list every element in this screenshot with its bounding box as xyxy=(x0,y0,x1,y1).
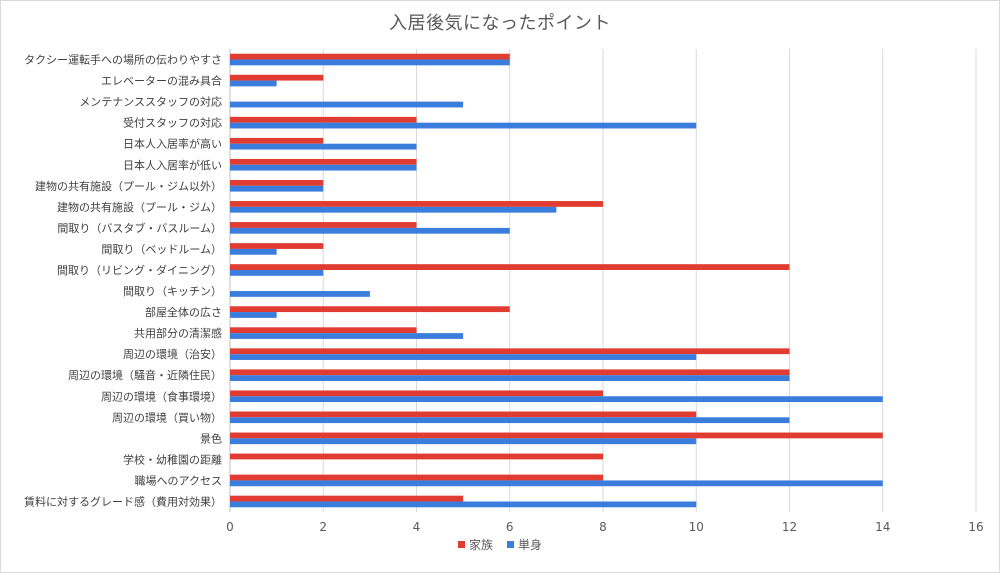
x-tick-label: 4 xyxy=(413,520,421,534)
bar-single xyxy=(230,164,417,171)
bar-family xyxy=(230,306,510,313)
bar-single xyxy=(230,248,277,255)
x-tick-label: 16 xyxy=(968,520,983,534)
bar-family xyxy=(230,137,324,144)
bar-single xyxy=(230,101,464,108)
legend-item-family: 家族 xyxy=(457,536,493,553)
bar-single xyxy=(230,143,417,150)
bar-family xyxy=(230,243,324,249)
category-label: 建物の共有施設（プール・ジム以外） xyxy=(35,179,222,193)
x-tick-label: 0 xyxy=(226,520,234,534)
category-label: 周辺の環境（騒音・近隣住民） xyxy=(68,368,222,382)
category-label: 周辺の環境（買い物） xyxy=(112,410,222,424)
legend-swatch-family xyxy=(457,541,465,548)
x-tick-label: 10 xyxy=(689,520,704,534)
bar-single xyxy=(230,122,697,129)
x-tick-label: 2 xyxy=(319,520,327,534)
bar-family xyxy=(230,495,464,502)
x-tick-label: 6 xyxy=(506,520,514,534)
bar-single xyxy=(230,354,697,360)
category-label: 間取り（バスタブ・バスルーム） xyxy=(57,221,222,235)
bar-family xyxy=(230,411,697,418)
category-label: 景色 xyxy=(200,431,222,445)
legend-item-single: 単身 xyxy=(507,536,542,553)
category-label: 受付スタッフの対応 xyxy=(123,116,222,130)
x-tick-label: 8 xyxy=(599,520,607,534)
bar-family xyxy=(230,179,324,186)
category-label: 共用部分の清潔感 xyxy=(134,326,222,340)
bar-family xyxy=(230,74,324,81)
bar-single xyxy=(230,59,510,66)
bar-family xyxy=(230,327,417,334)
bar-single xyxy=(230,417,790,424)
bar-family xyxy=(230,348,790,355)
category-label: 職場へのアクセス xyxy=(135,474,222,487)
bar-single xyxy=(230,269,324,276)
category-label: 日本人入居率が高い xyxy=(123,137,222,151)
category-label: 間取り（キッチン） xyxy=(123,285,222,298)
legend: 家族 単身 xyxy=(0,536,1000,553)
category-label: 日本人入居率が低い xyxy=(123,158,222,172)
bar-single xyxy=(230,206,557,213)
bar-single xyxy=(230,438,697,445)
bar-family xyxy=(230,116,417,123)
bar-family xyxy=(230,390,603,397)
legend-swatch-single xyxy=(507,541,514,548)
legend-label-single: 単身 xyxy=(518,538,543,552)
x-tick-label: 14 xyxy=(875,520,890,534)
bar-single xyxy=(230,291,370,297)
category-label: 賃料に対するグレード感（費用対効果） xyxy=(24,494,222,508)
bar-family xyxy=(230,201,603,207)
bar-single xyxy=(230,185,324,192)
bar-single xyxy=(230,80,277,87)
bar-single xyxy=(230,312,277,318)
bar-family xyxy=(230,453,603,460)
bar-single xyxy=(230,227,510,234)
category-label: メンテナンススタッフの対応 xyxy=(79,95,222,109)
category-label: 周辺の環境（食事環境） xyxy=(101,389,222,403)
bar-family xyxy=(230,369,790,376)
bar-family xyxy=(230,432,883,439)
category-label: 周辺の環境（治安） xyxy=(123,347,222,361)
x-tick-label: 12 xyxy=(782,520,797,534)
category-label: 間取り（リビング・ダイニング） xyxy=(57,263,222,277)
bar-single xyxy=(230,480,883,487)
category-label: タクシー運転手への場所の伝わりやすさ xyxy=(24,53,222,67)
category-label: エレベーターの混み具合 xyxy=(101,74,222,88)
chart-title: 入居後気になったポイント xyxy=(389,13,611,34)
bar-single xyxy=(230,375,790,382)
category-label: 部屋全体の広さ xyxy=(145,305,222,319)
category-label: 学校・幼稚園の距離 xyxy=(123,452,222,466)
bar-family xyxy=(230,158,417,165)
category-label: 建物の共有施設（プール・ジム） xyxy=(57,200,222,214)
bar-family xyxy=(230,264,790,270)
legend-label-family: 家族 xyxy=(468,538,493,552)
bar-single xyxy=(230,501,697,508)
bar-family xyxy=(230,53,510,60)
bar-family xyxy=(230,222,417,228)
bar-single xyxy=(230,333,464,339)
bar-single xyxy=(230,396,883,403)
bar-family xyxy=(230,474,603,481)
category-label: 間取り（ベッドルーム） xyxy=(101,243,222,256)
